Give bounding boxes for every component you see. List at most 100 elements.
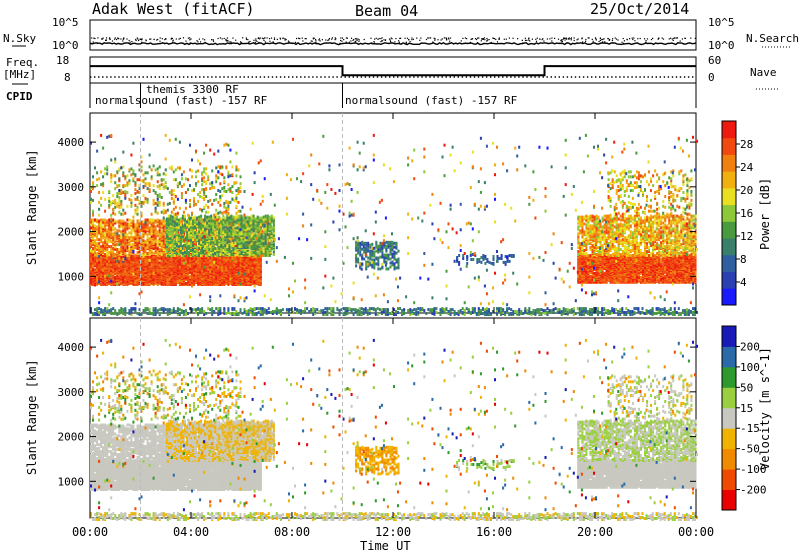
- noise-left-top-tick: 10^5: [52, 16, 79, 29]
- cpid-segment-3: normalsound (fast) -157 RF: [345, 94, 517, 107]
- noise-search-point: [253, 40, 254, 41]
- noise-search-point: [390, 40, 391, 41]
- noise-search-point: [484, 39, 485, 40]
- noise-search-point: [189, 39, 190, 40]
- noise-search-point: [283, 38, 284, 39]
- noise-search-point: [476, 39, 477, 40]
- noise-right-bottom-tick: 10^0: [708, 39, 735, 52]
- noise-search-point: [377, 39, 378, 40]
- noise-search-point: [670, 38, 671, 39]
- noise-search-point: [157, 39, 158, 40]
- noise-search-point: [231, 42, 232, 43]
- noise-search-point: [204, 39, 205, 40]
- noise-search-point: [264, 37, 265, 38]
- noise-search-point: [578, 38, 579, 39]
- noise-search-point: [589, 37, 590, 38]
- noise-search-point: [478, 37, 479, 38]
- noise-search-point: [486, 41, 487, 42]
- noise-search-point: [466, 38, 467, 39]
- noise-search-point: [472, 38, 473, 39]
- noise-search-point: [180, 38, 181, 39]
- noise-search-point: [601, 39, 602, 40]
- noise-search-point: [522, 43, 523, 44]
- nave-label: Nave: [750, 66, 777, 79]
- noise-search-point: [600, 38, 601, 39]
- noise-search-point: [260, 37, 261, 38]
- noise-search-point: [205, 42, 206, 43]
- noise-search-point: [200, 41, 201, 42]
- noise-search-point: [385, 40, 386, 41]
- noise-search-point: [680, 41, 681, 42]
- noise-search-point: [673, 38, 674, 39]
- noise-search-point: [484, 37, 485, 38]
- noise-search-point: [117, 38, 118, 39]
- plot-canvas: Adak West (fitACF) Beam 04 25/Oct/2014 N…: [0, 0, 800, 554]
- noise-search-point: [663, 39, 664, 40]
- noise-search-point: [186, 43, 187, 44]
- noise-search-point: [658, 38, 659, 39]
- noise-search-point: [497, 41, 498, 42]
- cpid-segment-2: themis 3300 RF: [146, 83, 239, 96]
- noise-search-point: [504, 39, 505, 40]
- noise-search-point: [262, 38, 263, 39]
- noise-search-point: [615, 37, 616, 38]
- noise-search-point: [389, 39, 390, 40]
- noise-search-point: [343, 39, 344, 40]
- noise-search-point: [592, 39, 593, 40]
- noise-search-point: [129, 40, 130, 41]
- noise-search-point: [329, 38, 330, 39]
- noise-search-point: [302, 38, 303, 39]
- noise-search-point: [224, 38, 225, 39]
- noise-search-point: [342, 38, 343, 39]
- noise-search-point: [426, 39, 427, 40]
- noise-search-point: [658, 39, 659, 40]
- noise-search-point: [153, 39, 154, 40]
- noise-search-point: [434, 40, 435, 41]
- noise-search-point: [188, 38, 189, 39]
- noise-search-point: [617, 39, 618, 40]
- noise-search-point: [271, 38, 272, 39]
- noise-search-point: [325, 39, 326, 40]
- noise-search-point: [477, 38, 478, 39]
- noise-search-point: [242, 37, 243, 38]
- noise-search-point: [227, 37, 228, 38]
- noise-search-point: [632, 38, 633, 39]
- power-echo-cell: [94, 268, 96, 271]
- noise-search-point: [599, 41, 600, 42]
- noise-search-point: [486, 38, 487, 39]
- noise-search-point: [269, 38, 270, 39]
- power-echo-cell: [134, 262, 136, 265]
- noise-search-point: [280, 38, 281, 39]
- nave-right-bottom-tick: 0: [708, 71, 715, 84]
- noise-search-point: [274, 39, 275, 40]
- noise-search-point: [357, 40, 358, 41]
- noise-search-point: [673, 40, 674, 41]
- noise-search-point: [407, 38, 408, 39]
- noise-search-point: [305, 38, 306, 39]
- noise-search-point: [137, 37, 138, 38]
- noise-search-point: [173, 40, 174, 41]
- nsearch-label: N.Search: [746, 32, 799, 45]
- noise-search-point: [690, 38, 691, 39]
- power-echo-cell: [159, 271, 161, 274]
- noise-search-point: [408, 39, 409, 40]
- noise-search-point: [176, 38, 177, 39]
- noise-search-point: [410, 41, 411, 42]
- noise-search-point: [603, 38, 604, 39]
- noise-search-point: [114, 39, 115, 40]
- noise-search-point: [255, 42, 256, 43]
- freq-left-bottom-tick: 8: [64, 71, 71, 84]
- noise-search-point: [489, 39, 490, 40]
- noise-search-point: [371, 42, 372, 43]
- noise-search-point: [561, 41, 562, 42]
- cpid-label: CPID: [6, 90, 33, 103]
- noise-search-point: [346, 42, 347, 43]
- noise-search-point: [322, 39, 323, 40]
- noise-search-point: [302, 40, 303, 41]
- noise-search-point: [612, 42, 613, 43]
- noise-search-point: [420, 38, 421, 39]
- noise-search-point: [564, 38, 565, 39]
- noise-search-point: [456, 43, 457, 44]
- noise-search-point: [621, 42, 622, 43]
- noise-search-point: [286, 39, 287, 40]
